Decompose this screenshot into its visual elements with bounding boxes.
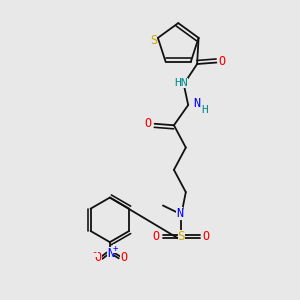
Text: N: N: [176, 207, 183, 220]
Text: HN: HN: [175, 78, 188, 88]
Text: O: O: [153, 230, 160, 243]
Text: S: S: [150, 34, 157, 47]
Text: O: O: [94, 251, 101, 264]
Text: O: O: [145, 117, 152, 130]
Text: O: O: [203, 230, 210, 243]
Text: -: -: [91, 247, 98, 257]
Text: +: +: [112, 244, 118, 253]
Text: S: S: [178, 230, 185, 243]
Text: O: O: [219, 56, 226, 68]
Text: O: O: [120, 251, 127, 264]
Text: N: N: [107, 247, 114, 260]
Text: N: N: [193, 97, 200, 110]
Text: H: H: [201, 105, 208, 116]
